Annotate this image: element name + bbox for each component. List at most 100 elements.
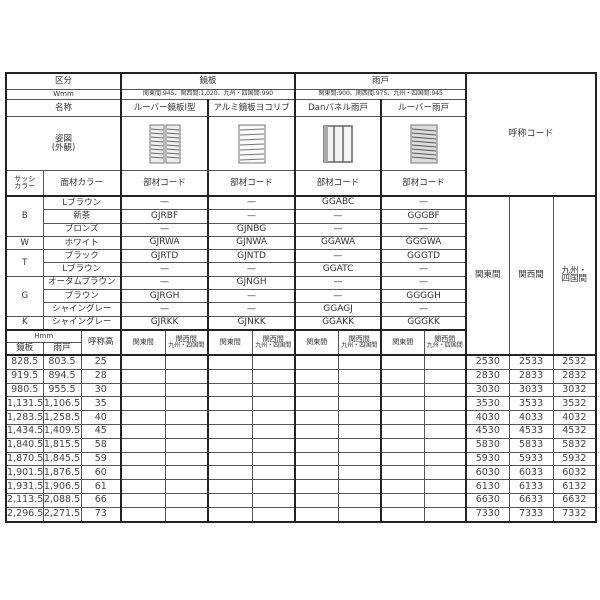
empty-cell	[164, 437, 210, 453]
empty-cell	[207, 479, 253, 494]
empty-cell	[251, 492, 297, 508]
nominal-code: 5930	[465, 451, 510, 467]
nominal-code: 5833	[508, 437, 554, 453]
empty-cell	[294, 451, 339, 467]
empty-cell	[120, 479, 166, 494]
appearance-label: 姿図 (外観)	[4, 116, 123, 171]
nominal-code: 4030	[465, 410, 510, 425]
nominal-height: 59	[80, 451, 123, 467]
part-code: —	[207, 262, 297, 277]
sash-color: T	[5, 249, 44, 277]
empty-cell	[294, 382, 339, 398]
part-code: —	[294, 222, 383, 237]
part-code: GJNWA	[207, 235, 297, 251]
empty-cell	[380, 506, 425, 523]
empty-cell	[337, 437, 383, 453]
nominal-code: 5830	[465, 437, 510, 453]
nominal-code: 4533	[508, 423, 554, 439]
empty-cell	[423, 506, 468, 523]
empty-cell	[337, 506, 383, 523]
kyushu-label: 九州・四国間	[255, 341, 292, 349]
region-header: 九州・ 四国間	[552, 195, 598, 356]
group-amado-header: 雨戸	[294, 72, 468, 90]
empty-cell	[380, 423, 425, 439]
nominal-code: 2532	[552, 354, 598, 370]
empty-cell	[251, 368, 297, 384]
empty-cell	[207, 382, 253, 398]
empty-cell	[294, 396, 339, 412]
size-row: 1,131.5 1,106.5 35 3530 3533 3532	[5, 396, 598, 412]
size-row: 1,434.5 1,409.5 45 4530 4533 4532	[5, 423, 598, 439]
empty-cell	[251, 423, 297, 439]
empty-cell	[337, 382, 383, 398]
sash-color-text2: カラー	[14, 182, 36, 190]
nominal-code: 3533	[508, 396, 554, 412]
region-header: 関西間	[508, 195, 554, 356]
amado-height: 2,271.5	[42, 506, 82, 523]
nominal-code-header: 呼称コード	[465, 72, 598, 197]
nominal-code: 7333	[508, 506, 554, 523]
empty-cell	[423, 437, 468, 453]
empty-cell	[164, 382, 210, 398]
empty-cell	[120, 423, 166, 439]
kansai-label: 関西間	[175, 334, 197, 343]
face-color: シャイングレー	[42, 302, 123, 317]
kagami-height: 2,296.5	[5, 506, 44, 523]
part-code: —	[207, 209, 297, 224]
part-code-label: 部材コード	[294, 170, 383, 197]
sash-color: W	[5, 235, 44, 251]
empty-cell	[251, 451, 297, 467]
height-header-row: Hmm 呼称高 関東間 関西間 九州・四国間 関東間 関西間 九州・四国間 関東間 関西間 九州・四…	[5, 329, 596, 356]
empty-cell	[423, 354, 468, 370]
louver-shutter-icon	[410, 124, 438, 163]
empty-cell	[164, 465, 210, 481]
empty-cell	[207, 492, 253, 508]
kagami-height: 1,840.5	[5, 437, 44, 453]
kagami-height-label: 鏡板	[5, 341, 44, 356]
nominal-code: 3532	[552, 396, 598, 412]
empty-cell	[337, 465, 383, 481]
kansai-label: 関西間	[262, 334, 284, 343]
empty-cell	[120, 465, 166, 481]
nominal-height: 61	[80, 479, 123, 494]
part-code: GJNKK	[207, 315, 297, 331]
face-color: シャイングレー	[42, 315, 123, 331]
size-row: 1,870.5 1,845.5 59 5930 5933 5932	[5, 451, 598, 467]
empty-cell	[423, 465, 468, 481]
part-code: —	[380, 302, 468, 317]
part-code: —	[120, 262, 210, 277]
width-kagami: 関東間:945、関西間:1,020、九州・四国間:990	[120, 89, 297, 100]
nominal-code: 6633	[508, 492, 554, 508]
empty-cell	[380, 465, 425, 481]
color-row: 新茶 GJRBF — — GGGBF	[6, 209, 596, 224]
empty-cell	[164, 354, 210, 370]
face-color-label: 面材カラー	[42, 170, 123, 197]
size-row: 1,840.5 1,815.5 58 5830 5833 5832	[5, 437, 598, 453]
sash-color: K	[5, 315, 44, 331]
nominal-code: 6632	[552, 492, 598, 508]
kansai-kyushu-subheader: 関西間 九州・四国間	[164, 329, 210, 356]
kanto-subheader: 関東間	[207, 329, 253, 356]
color-row: シャイングレー — — GGAGJ —	[6, 302, 596, 317]
nominal-code: 6130	[465, 479, 510, 494]
empty-cell	[294, 368, 339, 384]
sash-color-label: サッシ カラー	[5, 170, 44, 197]
part-code: —	[294, 209, 383, 224]
product-code-table: 区分 鏡板 雨戸 呼称コード Wmm 関東間:945、関西間:1,020、九州・…	[4, 72, 598, 523]
part-code: GGAWA	[294, 235, 383, 251]
part-code: GJRGH	[120, 289, 210, 304]
empty-cell	[120, 451, 166, 467]
nominal-height: 25	[80, 354, 123, 370]
nominal-height: 73	[80, 506, 123, 523]
part-code: GGGTD	[380, 249, 468, 264]
empty-cell	[251, 479, 297, 494]
part-code-label: 部材コード	[380, 170, 468, 197]
kagami-height: 1,131.5	[5, 396, 44, 412]
nominal-code: 5933	[508, 451, 554, 467]
face-color: オータムブラウン	[42, 275, 123, 291]
nominal-code: 2533	[508, 354, 554, 370]
nominal-code: 4530	[465, 423, 510, 439]
empty-cell	[337, 368, 383, 384]
empty-cell	[423, 479, 468, 494]
nominal-code: 2830	[465, 368, 510, 384]
